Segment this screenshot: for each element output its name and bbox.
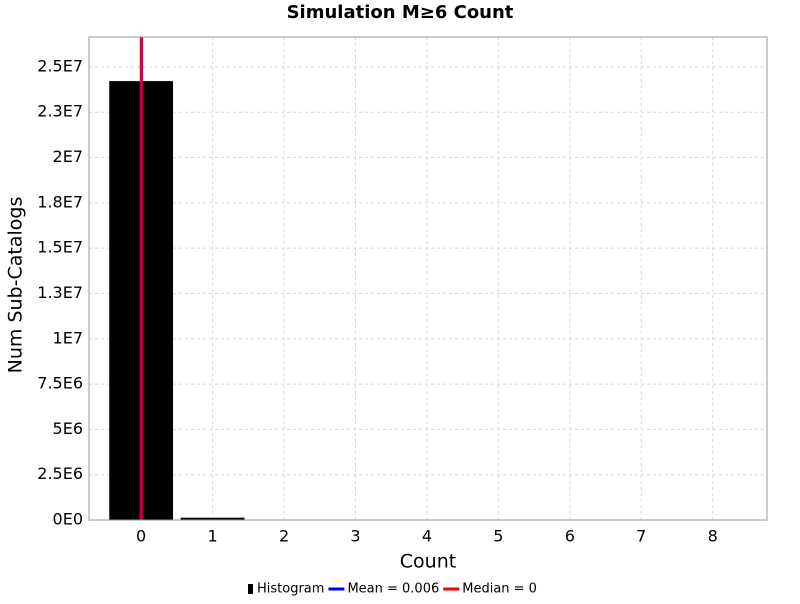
y-tick-label: 2.5E7: [37, 56, 83, 75]
grid: [89, 37, 767, 520]
y-tick-label: 1.3E7: [37, 283, 83, 302]
y-tick-label: 1.5E7: [37, 238, 83, 257]
plot-frame: [89, 37, 767, 520]
y-tick-label: 1.8E7: [37, 192, 83, 211]
x-tick-label: 8: [708, 527, 718, 546]
legend-label: Median = 0: [462, 582, 537, 597]
x-axis-label: Count: [400, 551, 456, 573]
legend: Histogram Mean = 0.006 Median = 0: [248, 582, 537, 597]
x-tick-label: 4: [422, 527, 432, 546]
x-tick-label: 3: [350, 527, 360, 546]
y-tick-label: 2.5E6: [37, 464, 83, 483]
x-tick-label: 5: [493, 527, 503, 546]
x-tick-label: 1: [208, 527, 218, 546]
legend-label: Histogram: [257, 582, 324, 597]
y-axis-label: Num Sub-Catalogs: [5, 197, 27, 374]
x-tick-label: 6: [565, 527, 575, 546]
y-tick-label: 1E7: [53, 328, 83, 347]
x-tick-label: 0: [136, 527, 146, 546]
y-tick-label: 0E0: [53, 510, 83, 529]
y-tick-label: 2.3E7: [37, 102, 83, 121]
y-tick-label: 7.5E6: [37, 374, 83, 393]
legend-swatch: [248, 584, 253, 594]
x-tick-label: 2: [279, 527, 289, 546]
y-tick-label: 5E6: [53, 419, 83, 438]
x-tick-label: 7: [636, 527, 646, 546]
y-tick-label: 2E7: [53, 147, 83, 166]
legend-label: Mean = 0.006: [347, 582, 439, 597]
chart-title: Simulation M≥6 Count: [287, 2, 514, 23]
